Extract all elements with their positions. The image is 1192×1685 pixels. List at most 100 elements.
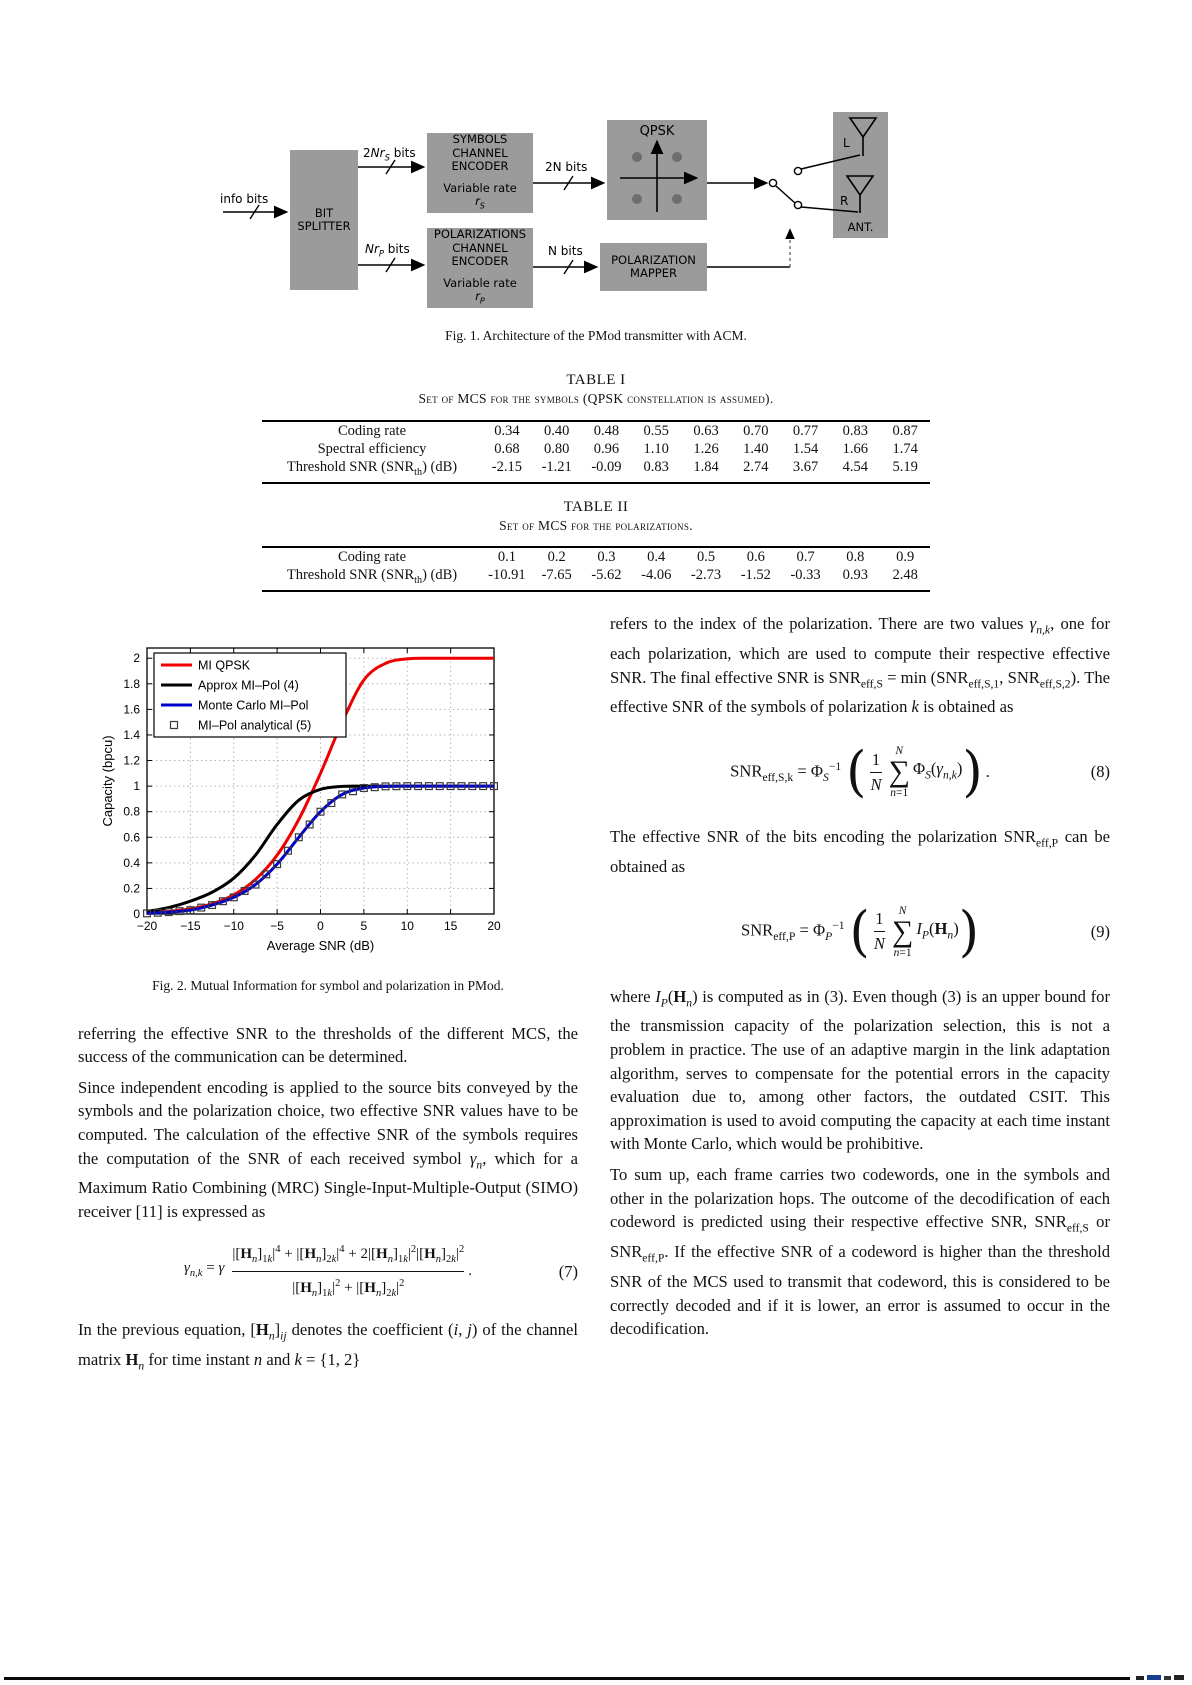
legend-label: MI QPSK xyxy=(198,659,251,673)
antenna-r-label: R xyxy=(840,194,849,208)
x-tick-label: 15 xyxy=(444,919,458,933)
eq7-lhs: γn,k = γ xyxy=(184,1260,225,1280)
y-tick-label: 1.2 xyxy=(123,754,140,768)
table-cell: -5.62 xyxy=(591,567,622,583)
bus-slash xyxy=(563,259,574,275)
qpsk-label: QPSK xyxy=(639,124,675,139)
table-cell: 0.9 xyxy=(896,549,915,565)
table-cell: 0.63 xyxy=(693,423,719,439)
eq8-lhs: SNReff,S,k = ΦS−1 xyxy=(730,759,842,784)
bus-slash xyxy=(385,257,396,273)
table-cell: 1.54 xyxy=(792,441,819,457)
table-cell: 0.83 xyxy=(842,423,869,439)
figure2-caption: Fig. 2. Mutual Information for symbol an… xyxy=(152,978,504,993)
y-tick-label: 1.8 xyxy=(123,677,140,691)
left-column: −20 −15 −10 −5 0 5 10 15 20 0 0.2 0.4 0.6 0.8 1 1.2 1.4 1… xyxy=(78,612,578,1385)
table-cell: 1.74 xyxy=(892,441,918,457)
eq8-body: ΦS(γn,k) xyxy=(912,759,963,782)
sum-upper-limit: N xyxy=(898,904,907,917)
analytical-marker xyxy=(468,782,477,791)
table-cell: 1.66 xyxy=(842,441,869,457)
row-label: Threshold SNR (SNRth) (dB) xyxy=(286,567,458,586)
row-label: Coding rate xyxy=(337,549,407,565)
y-tick-label: 1.4 xyxy=(123,728,140,742)
table-cell: 0.48 xyxy=(593,423,620,439)
table-cell: -2.15 xyxy=(491,459,522,475)
x-tick-label: 5 xyxy=(361,919,368,933)
footer-artifact xyxy=(1136,1674,1188,1682)
table-row: Coding rate 0.34 0.40 0.48 0.55 0.63 0.70 0.77 0… xyxy=(262,422,930,440)
analytical-marker xyxy=(349,787,358,796)
analytical-marker xyxy=(273,860,282,869)
analytical-marker xyxy=(208,901,217,910)
analytical-marker xyxy=(316,807,325,816)
table-cell: -4.06 xyxy=(641,567,672,583)
analytical-marker xyxy=(414,782,423,791)
analytical-marker xyxy=(164,908,173,917)
eq9-frac-den: N xyxy=(873,931,885,956)
y-tick-label: 1 xyxy=(133,779,140,793)
table-cell: 0.83 xyxy=(643,459,669,475)
symbols-encoder-box: SYMBOLS CHANNEL ENCODER Variable rate rS xyxy=(427,132,533,213)
table-cell: 0.2 xyxy=(547,549,566,565)
table-cell: 0.80 xyxy=(543,441,570,457)
table-cell: 1.40 xyxy=(743,441,769,457)
eq9-summation: N ∑ n=1 xyxy=(892,905,913,959)
analytical-marker xyxy=(359,784,368,793)
table-cell: 3.67 xyxy=(792,459,819,475)
eq8-fraction: 1 N xyxy=(870,748,882,797)
table-cell: -7.65 xyxy=(541,567,572,583)
x-tick-label: 20 xyxy=(487,919,501,933)
analytical-marker xyxy=(218,897,227,906)
info-bits-label: info bits xyxy=(220,192,269,206)
table-cell: 0.8 xyxy=(846,549,865,565)
table2-title: TABLE II xyxy=(563,499,629,515)
bits-n-label: N bits xyxy=(548,244,583,258)
antenna-box: ANT. xyxy=(833,112,888,238)
bits-2n-label: 2N bits xyxy=(545,160,588,174)
y-tick-label: 1.6 xyxy=(123,702,140,716)
legend-label: MI–Pol analytical (5) xyxy=(198,719,311,733)
right-paragraph-4: To sum up, each frame carries two codewo… xyxy=(610,1164,1110,1339)
analytical-marker xyxy=(424,782,433,791)
analytical-marker xyxy=(305,820,314,829)
page-bottom-rule xyxy=(4,1677,1130,1680)
table1-subtitle: Set of MCS for the symbols (QPSK constel… xyxy=(418,391,774,406)
row-label: Coding rate xyxy=(337,423,407,439)
analytical-marker xyxy=(186,906,195,915)
equation-9: SNReff,P = ΦP−1 ( 1 N N ∑ n=1 IP(Hn) ) (… xyxy=(740,900,1110,963)
eq7-number: (7) xyxy=(558,1261,578,1281)
polarizations-encoder-rate: Variable rate rP xyxy=(443,275,517,306)
table-cell: 0.40 xyxy=(543,423,570,439)
eq8-number: (8) xyxy=(1090,762,1110,782)
row-label: Spectral efficiency xyxy=(317,441,427,457)
figure1-caption: Fig. 1. Architecture of the PMod transmi… xyxy=(445,328,747,343)
analytical-marker xyxy=(381,782,390,791)
analytical-marker xyxy=(435,782,444,791)
figure1-block-diagram: BIT SPLITTER SYMBOLS CHANNEL ENCODER Variab… xyxy=(190,100,906,322)
table-row: Spectral efficiency 0.68 0.80 0.96 1.10 1.26 1… xyxy=(262,440,930,458)
y-tick-label: 0.6 xyxy=(123,830,140,844)
table-cell: 0.87 xyxy=(892,423,918,439)
eq9-lhs: SNReff,P = ΦP−1 xyxy=(740,919,845,944)
y-axis-label: Capacity (bpcu) xyxy=(100,735,115,826)
analytical-marker xyxy=(251,880,260,889)
qpsk-box: QPSK xyxy=(607,120,707,220)
chart-series-approx-mi-pol-4- xyxy=(146,784,494,913)
legend-label: Approx MI–Pol (4) xyxy=(198,679,299,693)
sum-upper-limit: N xyxy=(895,745,904,757)
chart-legend: MI QPSK Approx MI–Pol (4) Monte Carlo MI–P… xyxy=(153,652,347,738)
analytical-marker xyxy=(175,907,184,916)
equation-8: SNReff,S,k = ΦS−1 ( 1 N N ∑ n=1 ΦS(γn,k)… xyxy=(730,740,1110,804)
eq8-frac-den: N xyxy=(870,771,882,797)
table-cell: 0.93 xyxy=(842,567,869,583)
table-cell: 1.10 xyxy=(643,441,669,457)
analytical-marker xyxy=(490,782,499,791)
symbols-encoder-rate: Variable rate rS xyxy=(443,180,517,211)
analytical-marker xyxy=(262,870,271,879)
table2-subtitle: Set of MCS for the polarizations. xyxy=(499,518,693,533)
analytical-marker xyxy=(294,833,303,842)
left-paragraph-2: Since independent encoding is applied to… xyxy=(78,1077,578,1222)
x-tick-label: −10 xyxy=(224,919,245,933)
left-paragraph-3: In the previous equation, [Hn]ij denotes… xyxy=(78,1319,579,1373)
